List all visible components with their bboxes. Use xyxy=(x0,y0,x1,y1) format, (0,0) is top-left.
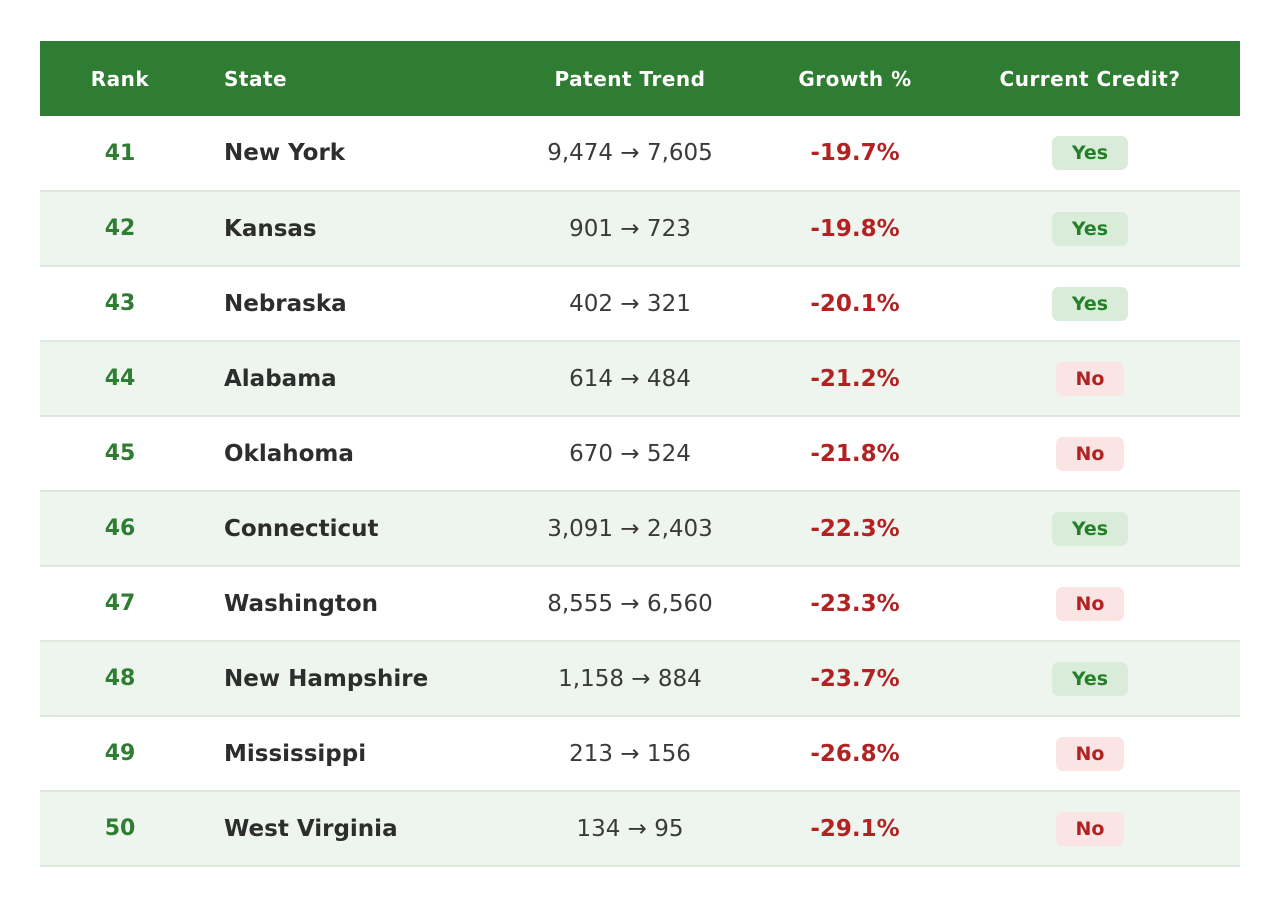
table-body: 41 New York 9,474 → 7,605 -19.7% Yes 42 Kansas… xyxy=(40,116,1240,866)
table-row: 48 New Hampshire 1,158 → 884 -23.7% Yes xyxy=(40,641,1240,716)
state-cell: West Virginia xyxy=(224,815,398,842)
rank-cell: 45 xyxy=(104,441,136,466)
growth-cell: -21.2% xyxy=(810,365,900,392)
credit-status-badge: No xyxy=(1055,586,1125,621)
state-cell: New York xyxy=(224,140,346,166)
growth-cell: -22.3% xyxy=(810,515,900,542)
growth-cell: -21.8% xyxy=(810,440,900,467)
rank-cell: 47 xyxy=(104,591,136,616)
column-header-patent-trend: Patent Trend xyxy=(554,66,706,91)
rank-cell: 49 xyxy=(104,741,136,766)
credit-status-badge: No xyxy=(1055,361,1125,396)
state-cell: Alabama xyxy=(224,365,337,392)
table-row: 46 Connecticut 3,091 → 2,403 -22.3% Yes xyxy=(40,491,1240,566)
patent-trend-cell: 1,158 → 884 xyxy=(558,665,702,692)
table-row: 44 Alabama 614 → 484 -21.2% No xyxy=(40,341,1240,416)
table-row: 45 Oklahoma 670 → 524 -21.8% No xyxy=(40,416,1240,491)
credit-cell: Yes xyxy=(940,641,1240,716)
rank-cell: 44 xyxy=(104,366,136,391)
table-row: 42 Kansas 901 → 723 -19.8% Yes xyxy=(40,191,1240,266)
patent-trend-cell: 3,091 → 2,403 xyxy=(547,515,713,542)
credit-cell: Yes xyxy=(940,191,1240,266)
patent-trend-cell: 614 → 484 xyxy=(569,365,691,392)
credit-cell: No xyxy=(940,416,1240,491)
credit-status-badge: Yes xyxy=(1051,286,1129,321)
state-cell: Nebraska xyxy=(224,290,347,317)
growth-cell: -29.1% xyxy=(810,815,900,842)
credit-cell: Yes xyxy=(940,266,1240,341)
growth-cell: -26.8% xyxy=(810,740,900,767)
state-cell: Oklahoma xyxy=(224,440,354,467)
column-header-rank: Rank xyxy=(90,66,150,91)
rank-cell: 43 xyxy=(104,291,136,316)
state-cell: Mississippi xyxy=(224,740,367,767)
credit-cell: Yes xyxy=(940,116,1240,191)
table-row: 50 West Virginia 134 → 95 -29.1% No xyxy=(40,791,1240,866)
credit-status-badge: Yes xyxy=(1051,661,1129,696)
rank-cell: 50 xyxy=(104,816,136,841)
column-header-current-credit: Current Credit? xyxy=(999,66,1181,91)
patent-trend-cell: 402 → 321 xyxy=(569,290,691,317)
credit-status-badge: Yes xyxy=(1051,211,1129,246)
credit-status-badge: No xyxy=(1055,436,1125,471)
growth-cell: -23.3% xyxy=(810,590,900,617)
column-header-growth: Growth % xyxy=(798,66,912,91)
credit-status-badge: No xyxy=(1055,811,1125,846)
credit-status-badge: Yes xyxy=(1051,511,1129,546)
table-row: 49 Mississippi 213 → 156 -26.8% No xyxy=(40,716,1240,791)
rank-cell: 42 xyxy=(104,216,136,241)
state-cell: Connecticut xyxy=(224,515,379,542)
credit-cell: No xyxy=(940,791,1240,866)
growth-cell: -19.8% xyxy=(810,215,900,242)
rank-cell: 48 xyxy=(104,666,136,691)
patent-trend-cell: 134 → 95 xyxy=(576,815,684,842)
header-row: Rank State Patent Trend Growth % Current… xyxy=(40,41,1240,116)
table-row: 47 Washington 8,555 → 6,560 -23.3% No xyxy=(40,566,1240,641)
credit-status-badge: Yes xyxy=(1051,136,1129,170)
patent-trend-cell: 901 → 723 xyxy=(569,215,691,242)
patent-trend-cell: 8,555 → 6,560 xyxy=(547,590,713,617)
table-header: Rank State Patent Trend Growth % Current… xyxy=(40,41,1240,116)
credit-cell: Yes xyxy=(940,491,1240,566)
patent-trend-cell: 9,474 → 7,605 xyxy=(547,140,713,166)
table-row: 41 New York 9,474 → 7,605 -19.7% Yes xyxy=(40,116,1240,191)
growth-cell: -19.7% xyxy=(810,140,900,166)
growth-cell: -23.7% xyxy=(810,665,900,692)
table-row: 43 Nebraska 402 → 321 -20.1% Yes xyxy=(40,266,1240,341)
state-cell: Washington xyxy=(224,590,379,617)
state-cell: Kansas xyxy=(224,215,317,242)
credit-cell: No xyxy=(940,341,1240,416)
credit-cell: No xyxy=(940,566,1240,641)
column-header-state: State xyxy=(224,66,288,91)
credit-status-badge: No xyxy=(1055,736,1125,771)
rank-cell: 46 xyxy=(104,516,136,541)
patent-trend-cell: 213 → 156 xyxy=(569,740,691,767)
credit-cell: No xyxy=(940,716,1240,791)
growth-cell: -20.1% xyxy=(810,290,900,317)
patent-trend-cell: 670 → 524 xyxy=(569,440,691,467)
state-patent-table: Rank State Patent Trend Growth % Current… xyxy=(40,41,1240,867)
rank-cell: 41 xyxy=(104,140,136,166)
state-cell: New Hampshire xyxy=(224,665,429,692)
state-patent-table-container: Rank State Patent Trend Growth % Current… xyxy=(40,41,1240,867)
